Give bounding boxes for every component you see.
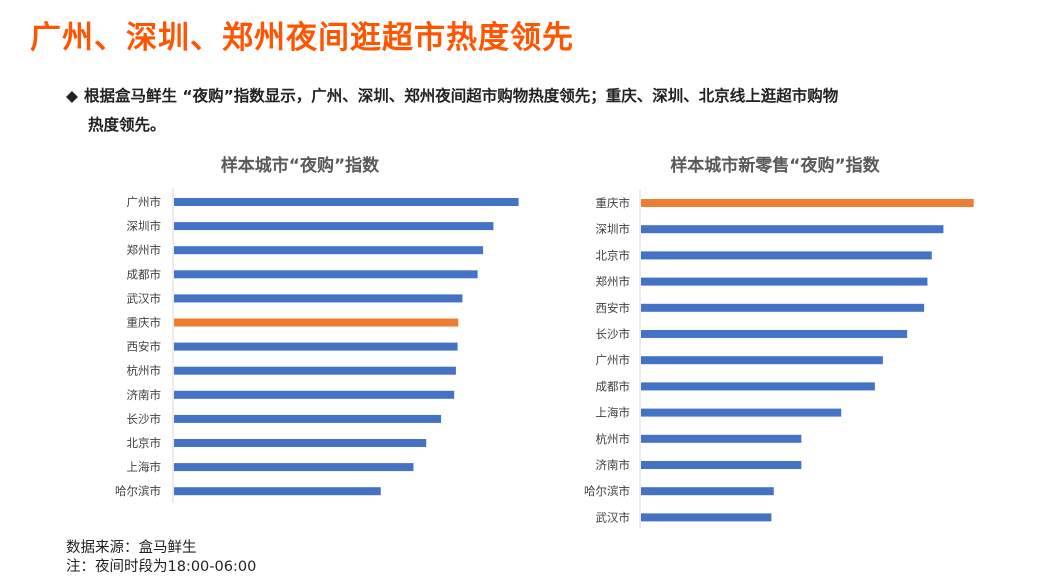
chart-1-category-label: 郑州市 xyxy=(127,243,162,257)
chart-2-category-label: 西安市 xyxy=(596,301,631,315)
chart-1-bar xyxy=(174,270,478,279)
chart-2-category-label: 济南市 xyxy=(596,458,631,472)
chart-2-bar xyxy=(641,434,802,443)
summary-line-2: 热度领先。 xyxy=(88,116,166,134)
chart-2-bar xyxy=(641,225,944,234)
chart-2-bar xyxy=(641,277,928,286)
chart-2-category-label: 上海市 xyxy=(596,406,631,420)
chart-1-title: 样本城市“夜购”指数 xyxy=(220,156,380,176)
chart-1-category-label: 重庆市 xyxy=(127,316,162,330)
chart-2-title: 样本城市新零售“夜购”指数 xyxy=(670,156,880,176)
chart-2-bar xyxy=(641,513,772,522)
chart-1-category-label: 长沙市 xyxy=(127,412,162,426)
chart-1-bar xyxy=(174,439,427,447)
chart-1-category-label: 深圳市 xyxy=(127,219,162,233)
chart-1-category-label: 杭州市 xyxy=(127,364,162,378)
chart-2-bar xyxy=(641,408,842,417)
chart-2-category-label: 重庆市 xyxy=(596,196,631,210)
chart-1-category-label: 武汉市 xyxy=(127,291,162,305)
chart-2-category-label: 长沙市 xyxy=(596,327,631,341)
chart-2-bar xyxy=(641,356,883,365)
chart-1-bar xyxy=(174,390,455,399)
chart-1-bar xyxy=(174,294,463,303)
chart-1-bar xyxy=(174,366,456,375)
summary-bullet: ◆ 根据盒马鲜生 “夜购”指数显示，广州、深圳、郑州夜间超市购物热度领先；重庆、深… xyxy=(66,82,986,140)
diamond-bullet-icon: ◆ xyxy=(66,87,78,105)
chart-1-category-label: 广州市 xyxy=(127,195,162,209)
chart-1-category-label: 哈尔滨市 xyxy=(115,484,161,498)
chart-2-category-label: 哈尔滨市 xyxy=(584,484,630,498)
chart-2-bar xyxy=(641,487,774,496)
chart-1-bar xyxy=(174,463,414,472)
chart-1-bar xyxy=(174,318,459,327)
chart-2-category-label: 杭州市 xyxy=(596,432,631,446)
chart-1-category-label: 西安市 xyxy=(127,340,162,354)
chart-1-category-label: 北京市 xyxy=(127,436,162,450)
chart-1-bar xyxy=(174,198,519,206)
footnote: 注：夜间时段为18:00-06:00 xyxy=(66,559,257,575)
chart-2-category-label: 郑州市 xyxy=(596,275,631,289)
chart-2-bar xyxy=(641,382,875,391)
chart-2-category-label: 成都市 xyxy=(596,379,631,393)
chart-2-category-label: 深圳市 xyxy=(596,222,631,236)
chart-2-bar xyxy=(641,461,802,469)
chart-2-category-label: 广州市 xyxy=(596,353,631,367)
data-source: 数据来源：盒马鲜生 xyxy=(66,540,197,556)
chart-1-bar xyxy=(174,487,381,496)
chart-1-category-label: 成都市 xyxy=(127,267,162,281)
summary-line-1: 根据盒马鲜生 “夜购”指数显示，广州、深圳、郑州夜间超市购物热度领先；重庆、深圳… xyxy=(84,87,839,105)
chart-2-bar xyxy=(641,251,932,260)
chart-2-bar xyxy=(641,199,974,207)
chart-2-category-label: 北京市 xyxy=(596,248,631,262)
chart-1-category-label: 上海市 xyxy=(127,460,162,474)
chart-1-bar xyxy=(174,414,442,423)
page-title: 广州、深圳、郑州夜间逛超市热度领先 xyxy=(30,20,574,56)
chart-1-bar xyxy=(174,222,494,231)
chart-2-bar xyxy=(641,303,925,312)
chart-1-category-label: 济南市 xyxy=(127,388,162,402)
chart-2-category-label: 武汉市 xyxy=(596,510,631,524)
chart-1-bar xyxy=(174,246,484,255)
chart-2-bar xyxy=(641,330,908,338)
chart-1-bar xyxy=(174,342,458,351)
